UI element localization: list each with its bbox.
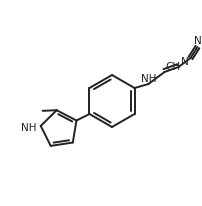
Text: N: N — [181, 57, 188, 67]
Text: CH: CH — [165, 62, 181, 72]
Text: NH: NH — [141, 74, 156, 84]
Text: NH: NH — [21, 122, 37, 132]
Text: N: N — [194, 36, 201, 46]
